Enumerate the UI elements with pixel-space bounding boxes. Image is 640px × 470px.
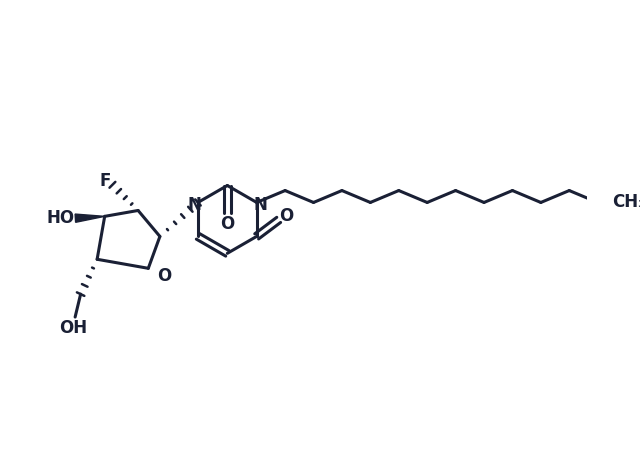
Text: F: F <box>99 172 111 190</box>
Text: CH₃: CH₃ <box>612 194 640 212</box>
Text: O: O <box>157 266 172 285</box>
Text: OH: OH <box>60 319 87 337</box>
Text: N: N <box>188 196 201 214</box>
Text: O: O <box>220 215 234 233</box>
Text: HO: HO <box>47 209 75 227</box>
Text: O: O <box>279 207 293 225</box>
Polygon shape <box>75 214 105 222</box>
Text: N: N <box>253 196 268 214</box>
